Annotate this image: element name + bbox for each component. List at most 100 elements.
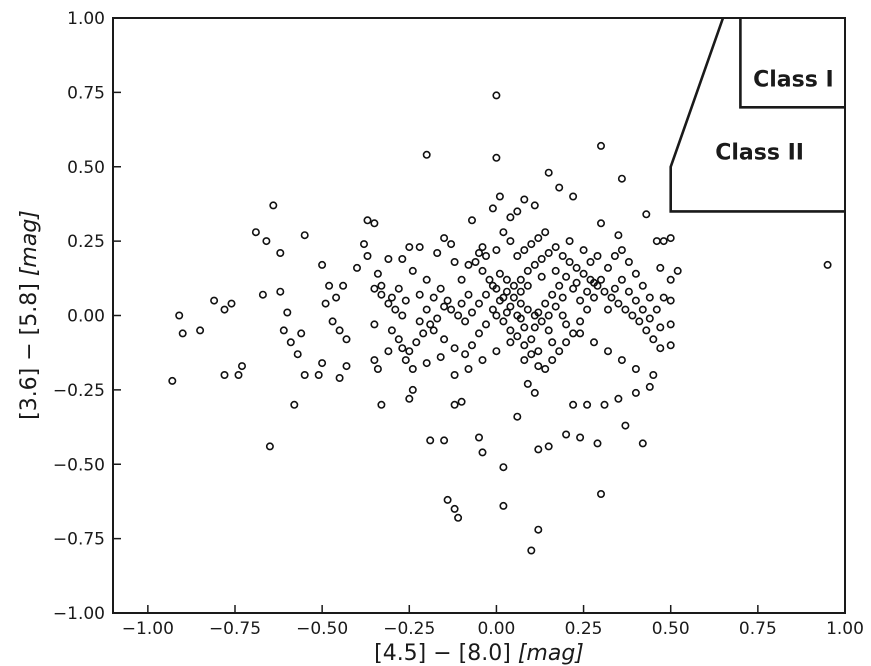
- data-point: [443, 296, 452, 305]
- region-boundaries: [669, 18, 845, 213]
- data-point: [422, 275, 431, 284]
- data-point: [405, 243, 414, 252]
- data-point: [583, 305, 592, 314]
- data-point: [440, 302, 449, 311]
- data-point: [443, 495, 452, 504]
- data-point: [610, 252, 619, 261]
- data-point: [631, 269, 640, 278]
- data-point: [551, 266, 560, 275]
- data-point: [555, 281, 564, 290]
- data-point: [478, 356, 487, 365]
- data-point: [429, 293, 438, 302]
- data-point: [387, 326, 396, 335]
- data-point: [548, 290, 557, 299]
- data-point: [502, 287, 511, 296]
- data-point: [286, 338, 295, 347]
- data-point: [328, 317, 337, 326]
- data-point: [363, 252, 372, 261]
- data-point: [412, 338, 421, 347]
- data-point: [440, 234, 449, 243]
- data-point: [384, 299, 393, 308]
- data-point: [635, 317, 644, 326]
- data-point: [530, 388, 539, 397]
- data-point: [516, 287, 525, 296]
- data-point: [488, 305, 497, 314]
- data-point: [408, 364, 417, 373]
- data-point: [485, 275, 494, 284]
- x-tick-label: −0.75: [209, 619, 261, 639]
- data-point: [478, 266, 487, 275]
- data-point: [279, 326, 288, 335]
- data-point: [398, 255, 407, 264]
- data-point: [520, 356, 529, 365]
- data-point: [297, 329, 306, 338]
- data-point: [666, 341, 675, 350]
- data-point: [196, 326, 205, 335]
- data-point: [384, 347, 393, 356]
- data-point: [398, 344, 407, 353]
- data-point: [408, 266, 417, 275]
- data-point: [593, 439, 602, 448]
- data-point: [506, 237, 515, 246]
- data-point: [436, 284, 445, 293]
- data-point: [332, 293, 341, 302]
- x-tick-label: −0.50: [296, 619, 348, 639]
- data-point: [318, 359, 327, 368]
- data-point: [596, 219, 605, 228]
- data-point: [509, 281, 518, 290]
- data-point: [624, 257, 633, 266]
- data-point: [593, 252, 602, 261]
- data-point: [440, 436, 449, 445]
- data-point: [467, 216, 476, 225]
- data-point: [562, 430, 571, 439]
- data-point: [467, 308, 476, 317]
- y-tick-label: −0.75: [53, 530, 105, 550]
- region-boundary-class-i: [739, 18, 845, 109]
- x-tick-label: 0.25: [565, 619, 603, 639]
- data-point: [569, 192, 578, 201]
- data-point: [478, 243, 487, 252]
- data-point: [520, 323, 529, 332]
- data-point: [614, 299, 623, 308]
- data-point: [534, 234, 543, 243]
- data-point: [387, 293, 396, 302]
- data-point: [492, 311, 501, 320]
- data-point: [544, 442, 553, 451]
- data-point: [614, 394, 623, 403]
- data-point: [617, 174, 626, 183]
- data-point: [262, 237, 271, 246]
- data-point: [600, 287, 609, 296]
- data-point: [642, 210, 651, 219]
- data-point: [645, 293, 654, 302]
- data-point: [464, 260, 473, 269]
- data-point: [474, 299, 483, 308]
- data-point: [370, 284, 379, 293]
- data-point: [499, 293, 508, 302]
- data-point: [603, 263, 612, 272]
- data-point: [569, 400, 578, 409]
- data-point: [370, 320, 379, 329]
- y-tick-label: 0.00: [67, 307, 105, 327]
- data-point: [621, 421, 630, 430]
- region-labels: Class I Class II: [715, 67, 833, 165]
- data-point: [258, 290, 267, 299]
- data-point: [377, 400, 386, 409]
- region-boundary-class-ii: [669, 18, 845, 213]
- data-point: [276, 287, 285, 296]
- data-point: [234, 370, 243, 379]
- data-point: [576, 329, 585, 338]
- data-point: [558, 311, 567, 320]
- data-point: [457, 275, 466, 284]
- data-point: [464, 364, 473, 373]
- x-tick-label: −0.25: [383, 619, 435, 639]
- data-point: [583, 400, 592, 409]
- data-point: [617, 246, 626, 255]
- data-point: [373, 364, 382, 373]
- data-point: [576, 433, 585, 442]
- x-tick-label: 0.75: [739, 619, 777, 639]
- data-point: [433, 314, 442, 323]
- data-point: [454, 311, 463, 320]
- data-point: [607, 293, 616, 302]
- x-tick-label: 0.00: [477, 619, 515, 639]
- region-label-class-i: Class I: [753, 67, 834, 92]
